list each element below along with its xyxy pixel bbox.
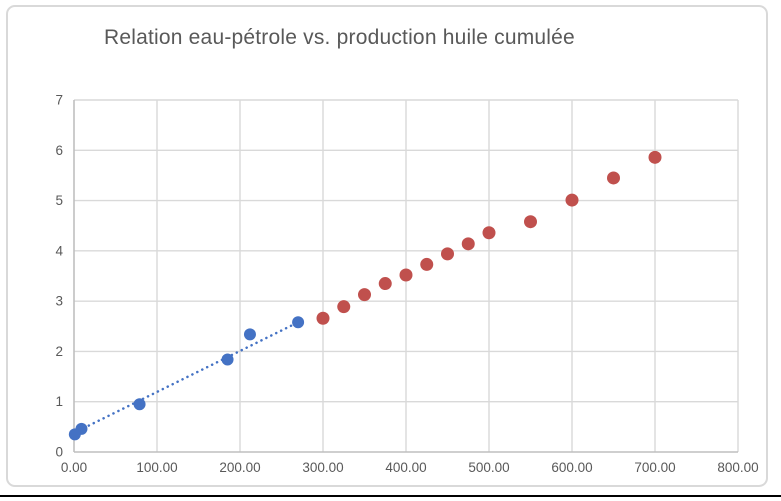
blue-series-point [75, 422, 88, 435]
y-tick-label: 2 [55, 344, 63, 359]
x-tick-label: 500.00 [468, 460, 509, 475]
y-tick-label: 0 [55, 445, 63, 460]
red-series-point [524, 215, 537, 229]
x-tick-label: 700.00 [634, 460, 675, 475]
y-tick-label: 6 [55, 143, 63, 158]
y-tick-label: 3 [55, 294, 63, 309]
red-series-point [420, 257, 434, 271]
y-tick-label: 7 [55, 93, 63, 108]
blue-series-point [133, 398, 146, 411]
y-tick-label: 4 [55, 243, 63, 258]
trendline [72, 319, 304, 435]
blue-series-point [221, 353, 234, 366]
x-tick-label: 0.00 [61, 460, 87, 475]
x-tick-label: 200.00 [219, 460, 260, 475]
chart-frame [6, 5, 768, 487]
page-bottom-rule [0, 495, 781, 497]
red-series-point [316, 311, 330, 325]
x-tick-label: 400.00 [385, 460, 426, 475]
chart-title: Relation eau-pétrole vs. production huil… [104, 26, 575, 49]
red-series-point [441, 247, 454, 261]
blue-series-point [292, 316, 305, 329]
blue-series-point [243, 328, 256, 341]
red-series-point [337, 300, 351, 314]
red-series-point [358, 288, 371, 302]
red-series-point [565, 193, 579, 207]
red-series-point [399, 268, 413, 282]
x-tick-label: 100.00 [136, 460, 177, 475]
red-series-point [482, 226, 496, 240]
y-tick-label: 1 [55, 394, 63, 409]
red-series-point [461, 237, 475, 251]
red-series-point [378, 277, 392, 291]
y-tick-label: 5 [55, 193, 63, 208]
red-series-point [607, 171, 620, 185]
x-tick-label: 600.00 [551, 460, 592, 475]
x-tick-label: 800.00 [717, 460, 758, 475]
x-tick-label: 300.00 [302, 460, 343, 475]
red-series-point [648, 150, 662, 164]
